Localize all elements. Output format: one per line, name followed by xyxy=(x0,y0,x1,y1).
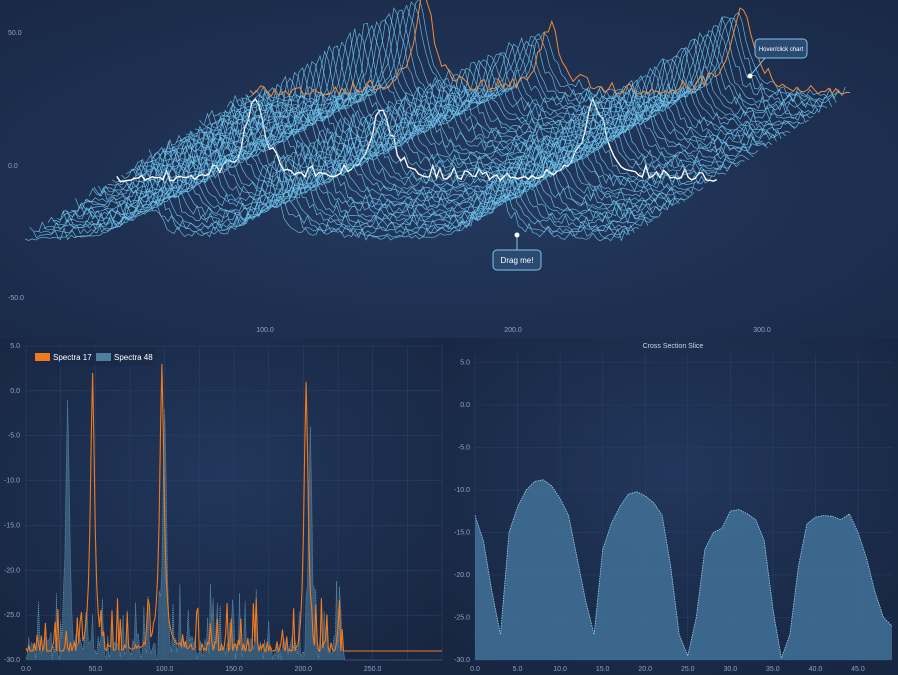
spectra-y-tick: -30.0 xyxy=(4,657,20,664)
slice-x-tick: 15.0 xyxy=(596,666,610,673)
slice-x-tick: 25.0 xyxy=(681,666,695,673)
spectra-chart[interactable]: 5.00.0-5.0-10.0-15.0-20.0-25.0-30.00.0 50… xyxy=(0,338,446,675)
waterfall-series-line xyxy=(139,75,741,168)
slice-y-tick: -30.0 xyxy=(454,657,470,664)
waterfall-x-tick: 300.0 xyxy=(753,327,771,334)
hover-handle[interactable] xyxy=(747,73,753,79)
waterfall-y-tick: 50.0 xyxy=(8,30,22,37)
waterfall-series-line xyxy=(199,32,800,129)
cross-section-chart[interactable]: Cross Section Slice 5.0 0.0 -5.0 -10.0 -15.0… xyxy=(446,338,898,675)
waterfall-series-line xyxy=(84,117,685,203)
spectra-x-tick: 250.0 xyxy=(364,666,382,673)
waterfall-series-line xyxy=(61,138,662,218)
slice-y-tick: -20.0 xyxy=(454,572,470,579)
spectra-y-tick: 0.0 xyxy=(10,388,20,395)
drag-label-box[interactable] xyxy=(492,249,542,271)
waterfall-series-line xyxy=(245,0,846,100)
drag-handle[interactable] xyxy=(514,232,520,238)
waterfall-series-line xyxy=(249,0,851,97)
slice-area xyxy=(475,479,892,660)
waterfall-y-tick: 0.0 xyxy=(8,163,18,170)
spectra-x-tick: 100.0 xyxy=(156,666,174,673)
slice-x-tick: 35.0 xyxy=(766,666,780,673)
slice-x-tick: 5.0 xyxy=(513,666,523,673)
legend-label-spectra-48: Spectra 48 xyxy=(114,353,153,362)
slice-line xyxy=(474,479,893,660)
spectra-x-tick: 200.0 xyxy=(295,666,313,673)
spectra-background xyxy=(0,338,446,675)
slice-y-tick: -25.0 xyxy=(454,615,470,622)
waterfall-y-tick: -50.0 xyxy=(8,295,24,302)
slice-x-tick: 30.0 xyxy=(723,666,737,673)
legend-label-spectra-17: Spectra 17 xyxy=(53,353,92,362)
hover-label: Hover/click chart xyxy=(759,47,804,53)
waterfall-series-line xyxy=(98,103,699,194)
waterfall-series-line xyxy=(185,41,786,138)
spectra-x-tick: 0.0 xyxy=(21,666,31,673)
hover-annotation[interactable]: Hover/click chart xyxy=(747,38,808,79)
slice-x-tick: 45.0 xyxy=(851,666,865,673)
spectra-y-tick: -10.0 xyxy=(4,478,20,485)
spectra-y-tick: -25.0 xyxy=(4,612,20,619)
cross-section-title: Cross Section Slice xyxy=(643,343,704,350)
waterfall-series-line xyxy=(103,108,704,192)
waterfall-series-line xyxy=(171,50,773,147)
waterfall-series-line xyxy=(162,60,763,153)
slice-y-tick: 5.0 xyxy=(460,360,470,367)
slice-x-tick: 10.0 xyxy=(553,666,567,673)
series-spectra-48-area xyxy=(26,399,442,660)
waterfall-series-line xyxy=(47,141,649,227)
slice-y-tick: -15.0 xyxy=(454,530,470,537)
waterfall-series-line xyxy=(75,127,676,209)
slice-y-tick: 0.0 xyxy=(460,402,470,409)
waterfall-series-line xyxy=(226,7,828,112)
spectra-y-tick: -5.0 xyxy=(8,433,20,440)
hover-label-box[interactable] xyxy=(754,38,808,59)
drag-label: Drag me! xyxy=(501,256,534,265)
legend-box xyxy=(30,348,155,366)
waterfall-x-tick: 100.0 xyxy=(256,327,274,334)
waterfall-series-line xyxy=(222,12,823,114)
spectra-y-tick: -15.0 xyxy=(4,522,20,529)
waterfall-series-line xyxy=(93,109,695,197)
waterfall-series-line xyxy=(190,31,791,135)
slice-y-tick: -10.0 xyxy=(454,487,470,494)
slice-x-tick: 20.0 xyxy=(638,666,652,673)
legend-swatch-spectra-17 xyxy=(35,353,50,361)
waterfall-chart[interactable]: 50.0 0.0 -50.0 100.0 200.0 300.0 Drag me! Hov… xyxy=(0,0,898,340)
waterfall-series-line xyxy=(56,142,658,221)
waterfall-series-line xyxy=(79,125,681,206)
slice-x-tick: 40.0 xyxy=(809,666,823,673)
drag-annotation[interactable]: Drag me! xyxy=(492,232,542,271)
spectra-y-tick: -20.0 xyxy=(4,567,20,574)
waterfall-series-line xyxy=(180,45,782,141)
slice-x-tick: 0.0 xyxy=(470,666,480,673)
waterfall-series-line xyxy=(144,77,745,164)
series-spectra-17-line xyxy=(25,363,442,653)
waterfall-series-line xyxy=(88,115,690,201)
spectra-y-tick: 5.0 xyxy=(10,343,20,350)
waterfall-series-line xyxy=(153,67,754,158)
waterfall-series-line xyxy=(134,83,736,171)
waterfall-series-line xyxy=(213,21,814,121)
waterfall-series-line xyxy=(52,139,653,225)
waterfall-series-line xyxy=(130,87,731,173)
spectra-x-tick: 50.0 xyxy=(89,666,103,673)
spectra-legend: Spectra 17 Spectra 48 xyxy=(30,348,155,366)
waterfall-series-line xyxy=(176,45,777,145)
legend-swatch-spectra-48 xyxy=(96,353,111,361)
waterfall-x-tick: 200.0 xyxy=(504,327,522,334)
slice-y-tick: -5.0 xyxy=(458,445,470,452)
waterfall-series-line xyxy=(107,97,708,189)
spectra-x-tick: 150.0 xyxy=(225,666,243,673)
